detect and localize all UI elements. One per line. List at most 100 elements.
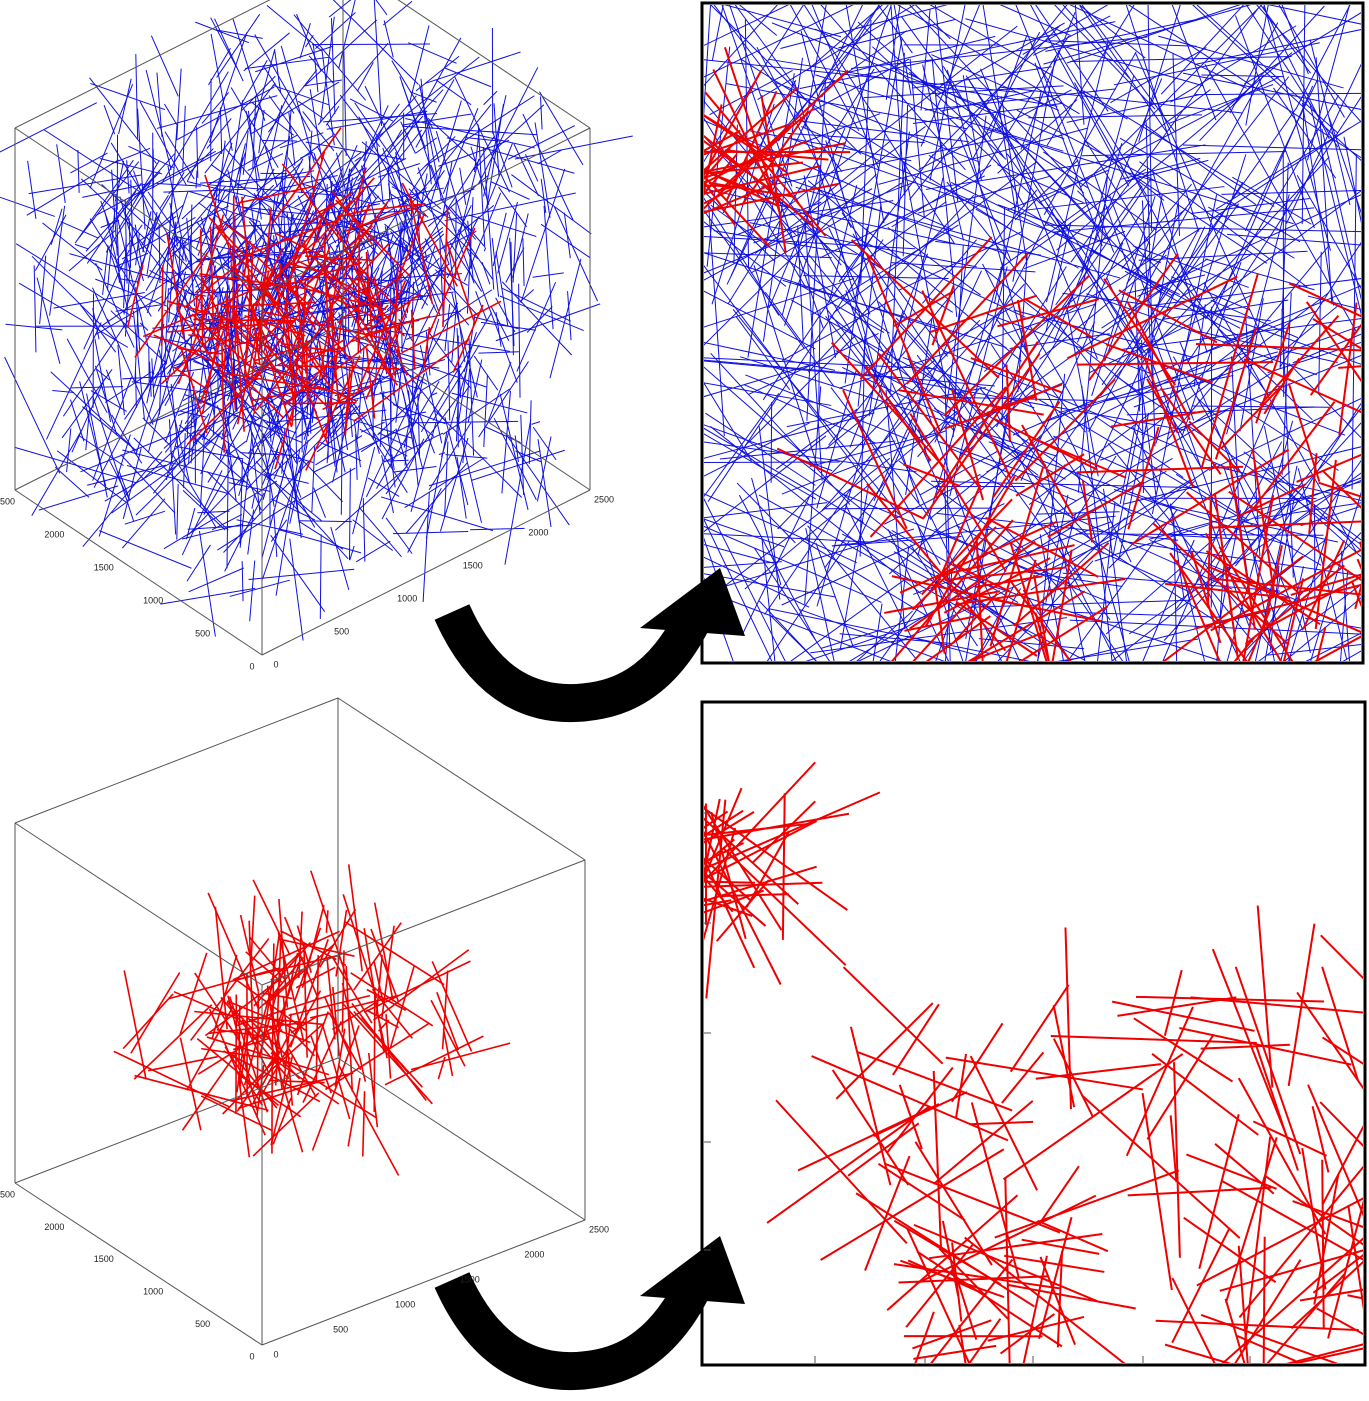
fiber bbox=[389, 966, 415, 1049]
fiber bbox=[781, 165, 821, 315]
fiber bbox=[355, 220, 429, 306]
fiber bbox=[210, 164, 272, 209]
fiber bbox=[922, 352, 1041, 519]
fiber bbox=[341, 950, 345, 1033]
fiber bbox=[1195, 343, 1361, 352]
fiber bbox=[394, 355, 487, 388]
fiber bbox=[360, 428, 397, 453]
fiber bbox=[309, 89, 323, 162]
fiber bbox=[704, 180, 736, 226]
left-axis-tick-label: 1500 bbox=[94, 562, 114, 572]
fiber bbox=[713, 5, 843, 173]
fiber bbox=[330, 242, 390, 307]
fiber bbox=[357, 232, 361, 354]
fiber bbox=[241, 75, 276, 112]
fiber bbox=[769, 614, 817, 661]
fiber bbox=[261, 455, 304, 580]
fiber bbox=[94, 295, 163, 336]
fiber bbox=[399, 249, 406, 268]
fiber bbox=[456, 328, 462, 398]
fiber bbox=[1319, 1101, 1363, 1147]
fiber bbox=[160, 317, 233, 385]
fiber bbox=[797, 1103, 940, 1172]
fiber bbox=[1316, 1307, 1363, 1335]
fiber bbox=[198, 531, 216, 637]
fiber bbox=[899, 520, 1058, 594]
fiber bbox=[704, 221, 787, 287]
fiber bbox=[193, 318, 296, 322]
fiber bbox=[246, 1016, 291, 1060]
fiber bbox=[380, 339, 447, 423]
fiber bbox=[304, 225, 373, 287]
fiber bbox=[1185, 491, 1300, 595]
fiber bbox=[318, 340, 327, 376]
fiber bbox=[439, 197, 477, 240]
fiber bbox=[1034, 62, 1103, 247]
fiber bbox=[1216, 466, 1361, 501]
fiber bbox=[704, 761, 816, 883]
fiber bbox=[1094, 415, 1184, 478]
fiber bbox=[1160, 5, 1245, 95]
fiber bbox=[532, 272, 564, 278]
fiber bbox=[442, 107, 479, 194]
fiber bbox=[1053, 78, 1163, 343]
fiber bbox=[236, 1050, 280, 1112]
fiber bbox=[1081, 385, 1113, 661]
fiber bbox=[170, 383, 181, 464]
fiber bbox=[764, 384, 923, 615]
fiber bbox=[264, 146, 278, 188]
fiber bbox=[815, 542, 854, 647]
fiber bbox=[886, 1194, 1019, 1311]
fiber bbox=[704, 119, 953, 231]
fiber bbox=[107, 244, 124, 292]
fiber bbox=[1284, 472, 1361, 530]
fiber bbox=[937, 306, 1014, 350]
fiber bbox=[270, 1052, 377, 1119]
fiber bbox=[803, 175, 837, 358]
fiber bbox=[969, 1120, 1034, 1126]
fiber bbox=[944, 566, 1067, 582]
fiber bbox=[1182, 72, 1361, 110]
fiber bbox=[222, 184, 275, 233]
fiber bbox=[1200, 272, 1259, 468]
fiber bbox=[540, 223, 591, 259]
fiber bbox=[1079, 5, 1170, 136]
fiber bbox=[921, 290, 1012, 479]
fiber bbox=[291, 200, 332, 272]
fiber bbox=[705, 412, 816, 486]
fiber bbox=[285, 410, 302, 539]
fiber bbox=[270, 498, 316, 521]
fiber bbox=[201, 92, 230, 124]
fiber bbox=[299, 520, 352, 523]
fiber bbox=[437, 1056, 446, 1080]
fiber bbox=[133, 437, 229, 531]
fiber bbox=[1347, 1294, 1363, 1300]
fiber bbox=[253, 333, 327, 407]
fiber bbox=[830, 341, 946, 469]
fiber bbox=[352, 129, 423, 217]
fiber bbox=[243, 206, 308, 215]
fiber bbox=[528, 400, 532, 464]
fiber bbox=[1279, 162, 1289, 369]
fiber bbox=[885, 5, 901, 100]
fiber bbox=[0, 102, 97, 153]
fiber bbox=[1347, 1204, 1363, 1311]
fiber bbox=[1188, 420, 1241, 473]
fiber bbox=[400, 121, 416, 154]
fiber bbox=[262, 65, 295, 114]
box-edge bbox=[14, 489, 263, 656]
fiber bbox=[823, 507, 989, 510]
fiber bbox=[1221, 1237, 1363, 1363]
fiber bbox=[253, 361, 357, 402]
fiber bbox=[768, 608, 1030, 661]
fiber bbox=[399, 221, 403, 353]
right-axis-tick-label: 2500 bbox=[594, 494, 614, 504]
fiber bbox=[1043, 151, 1157, 231]
fiber bbox=[849, 1026, 892, 1186]
fiber bbox=[933, 340, 1039, 499]
fiber bbox=[906, 1228, 971, 1363]
fiber bbox=[744, 335, 856, 446]
fiber bbox=[1126, 406, 1316, 416]
fiber bbox=[61, 368, 113, 439]
fiber bbox=[293, 927, 322, 1002]
